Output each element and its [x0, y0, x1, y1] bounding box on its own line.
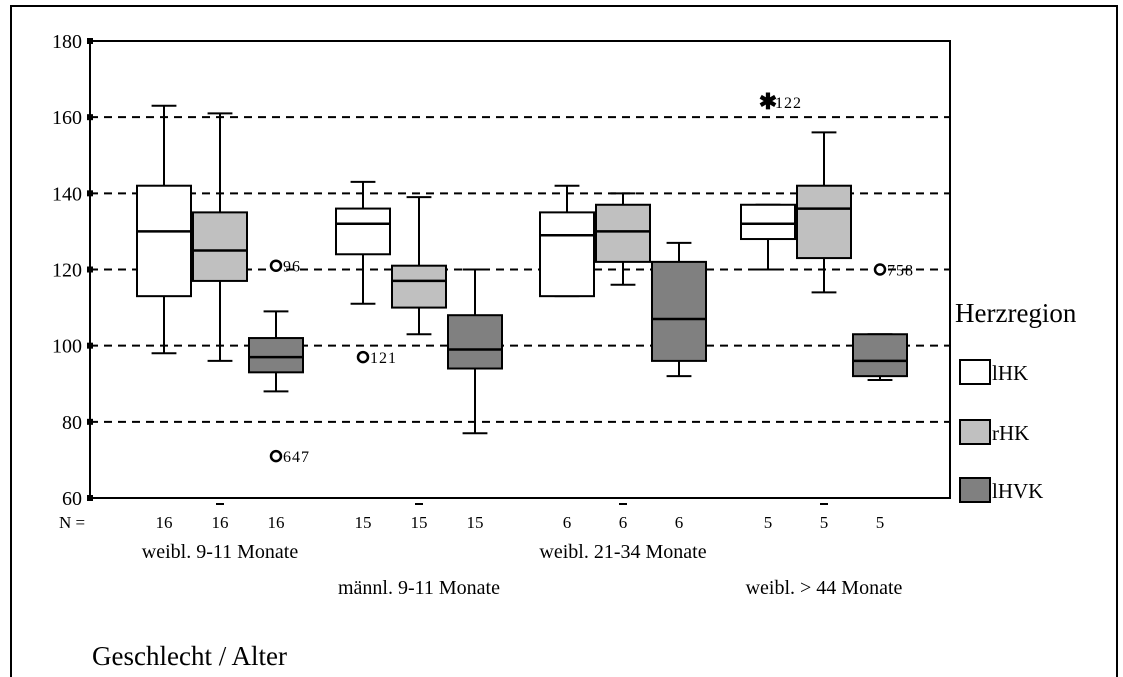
- group-label-4: weibl. > 44 Monate: [746, 577, 903, 599]
- outlier-label-group4-lHVK-1: 758: [887, 263, 914, 280]
- box-body-group4-rHK: [796, 184, 852, 260]
- box-group1-lHK: [136, 104, 192, 355]
- box-body-group3-rHK: [595, 203, 651, 263]
- box-group3-lHVK: [651, 241, 707, 378]
- box-body-group4-lHVK: [852, 333, 908, 378]
- box-group1-lHVK: [248, 310, 304, 393]
- n-label-group2-rHK: 15: [411, 513, 428, 532]
- outlier-circle-group4-lHVK-1: [873, 263, 887, 276]
- legend-item-rHK: rHK: [992, 421, 1029, 445]
- figure-frame: [10, 5, 1118, 677]
- legend-swatch-rHK: [959, 419, 991, 445]
- box-body-group1-lHK: [136, 184, 192, 298]
- n-prefix-label: N =: [59, 513, 85, 532]
- y-tick-mark-180: [87, 38, 93, 44]
- x-axis-title: Geschlecht / Alter: [92, 641, 287, 671]
- outlier-star-group4-lHK-0: ✱: [759, 89, 777, 114]
- legend-swatch-lHK: [959, 359, 991, 385]
- box-body-group1-rHK: [192, 211, 248, 282]
- box-group3-rHK: [595, 192, 651, 286]
- box-marks: [136, 104, 908, 435]
- y-tick-mark-100: [87, 342, 93, 349]
- y-tick-label-60: 60: [62, 488, 82, 510]
- outlier-circle-group1-lHVK-0: [269, 259, 283, 272]
- box-body-group4-lHK: [740, 203, 796, 241]
- outlier-label-group1-lHVK-1: 647: [283, 449, 310, 466]
- n-label-group4-rHK: 5: [820, 513, 829, 532]
- n-label-group2-lHVK: 15: [467, 513, 484, 532]
- y-tick-label-80: 80: [62, 412, 82, 434]
- outlier-label-group1-lHVK-0: 96: [283, 259, 301, 276]
- box-group2-lHK: [335, 180, 391, 305]
- y-tick-label-180: 180: [52, 31, 82, 53]
- box-group1-rHK: [192, 112, 248, 362]
- y-tick-mark-160: [87, 114, 93, 121]
- legend-item-lHK: lHK: [992, 361, 1028, 385]
- box-group4-lHVK: [852, 333, 908, 381]
- y-tick-label-120: 120: [52, 260, 82, 282]
- n-label-group3-lHK: 6: [563, 513, 572, 532]
- box-body-group3-lHK: [539, 211, 595, 298]
- box-body-group2-rHK: [391, 264, 447, 309]
- legend-title: Herzregion: [955, 298, 1077, 328]
- y-tick-label-140: 140: [52, 183, 82, 205]
- y-tick-label-100: 100: [52, 336, 82, 358]
- n-label-group2-lHK: 15: [355, 513, 372, 532]
- box-group2-lHVK: [447, 268, 503, 435]
- y-tick-mark-80: [87, 418, 93, 425]
- box-group4-lHK: [740, 203, 796, 271]
- n-label-group4-lHVK: 5: [876, 513, 885, 532]
- legend: Herzregion lHK rHK lHVK: [955, 298, 1077, 503]
- box-body-group3-lHVK: [651, 260, 707, 362]
- outlier-circle-group2-lHK-0: [356, 350, 370, 364]
- legend-swatch-lHVK: [959, 477, 991, 503]
- y-tick-mark-140: [87, 190, 93, 197]
- n-label-group1-rHK: 16: [212, 513, 229, 532]
- y-axis: 60 80 100 120 140 160 180: [52, 31, 93, 510]
- box-group2-rHK: [391, 196, 447, 336]
- box-body-group1-lHVK: [248, 337, 304, 374]
- y-tick-label-160: 160: [52, 107, 82, 129]
- box-group4-rHK: [796, 131, 852, 294]
- n-label-group1-lHVK: 16: [268, 513, 285, 532]
- group-label-3: weibl. 21-34 Monate: [539, 541, 706, 563]
- y-tick-mark-60: [87, 495, 93, 501]
- n-label-group3-rHK: 6: [619, 513, 628, 532]
- box-body-group2-lHVK: [447, 314, 503, 370]
- outlier-circle-group1-lHVK-1: [269, 449, 283, 463]
- legend-item-lHVK: lHVK: [992, 479, 1043, 503]
- n-label-group3-lHVK: 6: [675, 513, 684, 532]
- x-axis-labels: N = 16 16 16 weibl. 9-11 Monate 15 15 15 männl.…: [59, 503, 903, 599]
- y-tick-mark-120: [87, 266, 93, 273]
- group-label-1: weibl. 9-11 Monate: [142, 541, 299, 563]
- box-group3-lHK: [539, 184, 595, 298]
- n-label-group4-lHK: 5: [764, 513, 773, 532]
- n-label-group1-lHK: 16: [156, 513, 173, 532]
- outlier-label-group2-lHK-0: 121: [370, 350, 397, 367]
- group-label-2: männl. 9-11 Monate: [338, 577, 500, 599]
- box-body-group2-lHK: [335, 207, 391, 256]
- outlier-label-group4-lHK-0: 122: [775, 95, 802, 112]
- outlier-marks: 96 647 121 ✱122 758: [269, 89, 914, 466]
